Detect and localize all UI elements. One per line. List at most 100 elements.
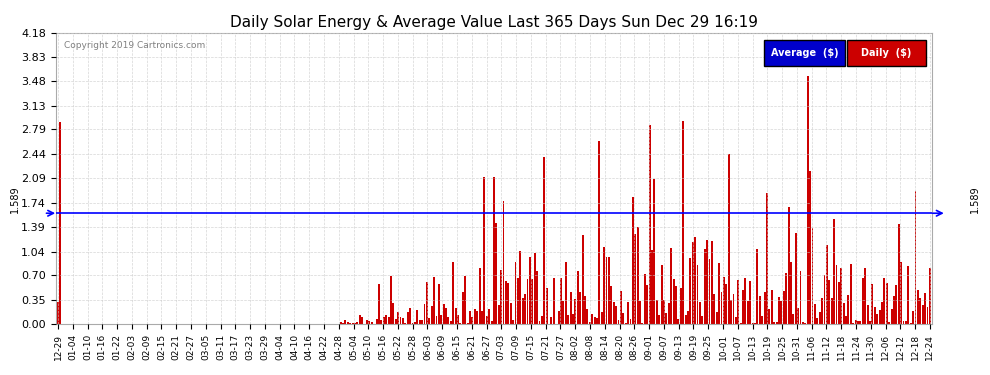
Bar <box>824 275 826 324</box>
Bar <box>857 321 859 324</box>
Bar <box>431 306 433 324</box>
Bar <box>529 257 531 324</box>
FancyBboxPatch shape <box>764 40 845 66</box>
Bar <box>402 318 404 324</box>
Bar <box>417 310 418 324</box>
Bar <box>726 284 728 324</box>
Bar <box>606 257 608 324</box>
Bar <box>929 268 931 324</box>
Bar <box>608 256 610 324</box>
Bar <box>454 308 456 324</box>
Bar <box>829 280 831 324</box>
Bar <box>603 248 605 324</box>
Bar <box>917 290 919 324</box>
Bar <box>751 323 753 324</box>
Bar <box>773 322 775 324</box>
Bar <box>878 310 880 324</box>
Bar <box>426 282 428 324</box>
Bar <box>596 318 598 324</box>
Bar <box>469 311 471 324</box>
Bar <box>766 194 768 324</box>
Bar <box>687 311 689 324</box>
Bar <box>768 309 770 324</box>
Bar <box>704 249 706 324</box>
Bar <box>414 322 416 324</box>
Bar <box>927 307 929 324</box>
Bar <box>660 266 662 324</box>
Bar <box>503 201 505 324</box>
Bar <box>733 294 735 324</box>
Bar <box>544 157 545 324</box>
Bar <box>378 284 380 324</box>
Bar <box>756 249 758 324</box>
Bar <box>625 323 627 324</box>
Bar <box>449 321 451 324</box>
Bar <box>618 320 620 324</box>
Bar <box>761 316 763 324</box>
Bar <box>672 279 674 324</box>
Bar <box>778 297 780 324</box>
Bar <box>792 315 794 324</box>
Bar <box>817 318 819 324</box>
Bar <box>821 298 823 324</box>
Bar <box>728 154 730 324</box>
Bar <box>346 322 348 324</box>
Text: Daily  ($): Daily ($) <box>861 48 912 58</box>
Bar <box>874 307 876 324</box>
Bar <box>459 323 461 324</box>
Bar <box>534 253 536 324</box>
Text: 1.589: 1.589 <box>10 186 20 213</box>
Bar <box>368 321 370 324</box>
Bar <box>586 309 588 324</box>
Bar <box>457 315 459 324</box>
Bar <box>452 262 454 324</box>
Bar <box>481 311 483 324</box>
Bar <box>876 315 878 324</box>
Bar <box>517 278 519 324</box>
Bar <box>433 278 435 324</box>
Bar <box>790 262 792 324</box>
Bar <box>836 265 838 324</box>
Bar <box>441 315 443 324</box>
Bar <box>845 316 847 324</box>
Bar <box>854 320 856 324</box>
Title: Daily Solar Energy & Average Value Last 365 Days Sun Dec 29 16:19: Daily Solar Energy & Average Value Last … <box>230 15 758 30</box>
Bar <box>532 279 534 324</box>
Bar <box>539 321 541 324</box>
Bar <box>623 313 625 324</box>
Bar <box>888 322 890 324</box>
Bar <box>802 322 804 324</box>
Bar <box>429 318 431 324</box>
Bar <box>340 322 342 324</box>
Bar <box>550 317 552 324</box>
Bar <box>557 311 559 324</box>
Bar <box>866 304 868 324</box>
Bar <box>635 234 637 324</box>
Bar <box>510 303 512 324</box>
Bar <box>407 312 409 324</box>
Bar <box>577 271 579 324</box>
Bar <box>895 285 897 324</box>
Bar <box>632 197 634 324</box>
Bar <box>893 296 895 324</box>
Bar <box>682 122 684 324</box>
Bar <box>706 240 708 324</box>
Bar <box>498 304 500 324</box>
Bar <box>754 322 756 324</box>
Bar <box>419 320 421 324</box>
Bar <box>670 248 672 324</box>
Bar <box>466 323 468 324</box>
Bar <box>920 298 922 324</box>
Bar <box>644 274 645 324</box>
Bar <box>869 321 871 324</box>
Bar <box>852 323 854 324</box>
Bar <box>488 309 490 324</box>
Bar <box>663 300 665 324</box>
Bar <box>653 178 655 324</box>
Bar <box>891 309 893 324</box>
Text: Copyright 2019 Cartronics.com: Copyright 2019 Cartronics.com <box>64 41 206 50</box>
Bar <box>361 317 363 324</box>
Bar <box>809 171 811 324</box>
Bar <box>462 292 463 324</box>
Bar <box>574 299 576 324</box>
